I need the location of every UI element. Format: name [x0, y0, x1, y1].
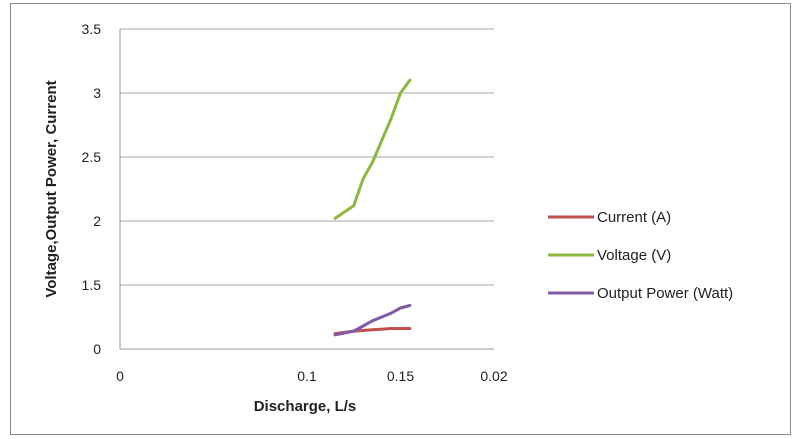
legend-label-voltage: Voltage (V) — [597, 247, 671, 264]
y-tick-label: 0 — [93, 341, 101, 357]
y-axis-title: Voltage,Output Power, Current — [43, 80, 60, 297]
y-tick-labels: 0 1.5 2 2.5 3 3.5 — [82, 21, 102, 357]
x-tick-labels: 0 0.1 0.15 0.02 — [116, 368, 508, 384]
y-tick-label: 2.5 — [82, 149, 102, 165]
series-lines — [333, 78, 412, 337]
x-tick-label: 0.1 — [297, 368, 317, 384]
gridlines — [120, 28, 494, 286]
legend-label-output-power: Output Power (Watt) — [597, 285, 733, 302]
y-tick-label: 2 — [93, 213, 101, 229]
x-axis-title: Discharge, L/s — [254, 398, 357, 415]
y-tick-label: 1.5 — [82, 277, 102, 293]
y-tick-label: 3 — [93, 85, 101, 101]
x-tick-label: 0.15 — [387, 368, 414, 384]
x-tick-label: 0 — [116, 368, 124, 384]
series-line-2 — [333, 304, 412, 337]
series-line-1 — [333, 78, 412, 220]
y-tick-label: 3.5 — [82, 21, 102, 37]
legend-label-current: Current (A) — [597, 209, 671, 226]
chart-frame — [10, 3, 791, 435]
x-tick-label: 0.02 — [480, 368, 507, 384]
legend: Current (A) Voltage (V) Output Power (Wa… — [548, 209, 733, 302]
